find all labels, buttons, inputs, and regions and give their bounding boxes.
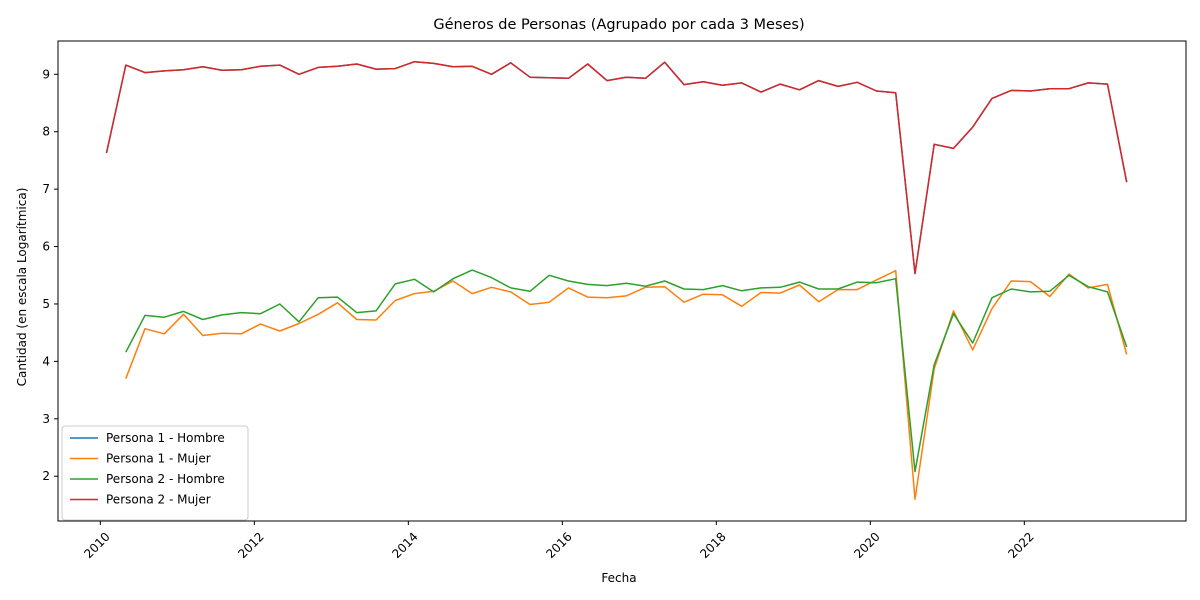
y-axis: 2 3 4 5 6 7 8 9 bbox=[42, 67, 58, 483]
series-line-1 bbox=[105, 60, 1128, 275]
legend-entry-4: Persona 2 - Mujer bbox=[106, 493, 211, 507]
y-tick-label: 5 bbox=[42, 297, 50, 311]
x-tick-label: 2018 bbox=[697, 530, 728, 561]
y-axis-label: Cantidad (en escala Logarítmica) bbox=[15, 188, 29, 387]
legend-entry-3: Persona 2 - Hombre bbox=[106, 472, 225, 486]
legend-entry-2: Persona 1 - Mujer bbox=[106, 452, 211, 466]
series-group bbox=[105, 60, 1128, 500]
x-axis-label: Fecha bbox=[601, 571, 636, 585]
x-tick-label: 2020 bbox=[851, 530, 882, 561]
x-tick-label: 2012 bbox=[235, 530, 266, 561]
y-tick-label: 8 bbox=[42, 125, 50, 139]
y-tick-label: 6 bbox=[42, 240, 50, 254]
x-axis: 2010 2012 2014 2016 2018 2020 2022 bbox=[81, 521, 1037, 561]
y-tick-label: 9 bbox=[42, 67, 50, 81]
x-tick-label: 2016 bbox=[543, 530, 574, 561]
plot-frame bbox=[57, 40, 1187, 522]
x-tick-label: 2014 bbox=[389, 530, 420, 561]
chart-title: Géneros de Personas (Agrupado por cada 3… bbox=[433, 17, 804, 33]
series-line-4 bbox=[105, 60, 1128, 275]
x-tick-label: 2022 bbox=[1005, 530, 1036, 561]
x-tick-label: 2010 bbox=[81, 530, 112, 561]
series-line-3 bbox=[125, 269, 1128, 473]
legend: Persona 1 - Hombre Persona 1 - Mujer Perso… bbox=[61, 425, 249, 521]
series-line-2 bbox=[125, 269, 1128, 500]
y-tick-label: 4 bbox=[42, 354, 50, 368]
y-tick-label: 7 bbox=[42, 182, 50, 196]
y-tick-label: 2 bbox=[42, 469, 50, 483]
y-tick-label: 3 bbox=[42, 412, 50, 426]
legend-box bbox=[61, 425, 249, 521]
legend-entry-1: Persona 1 - Hombre bbox=[106, 431, 225, 445]
